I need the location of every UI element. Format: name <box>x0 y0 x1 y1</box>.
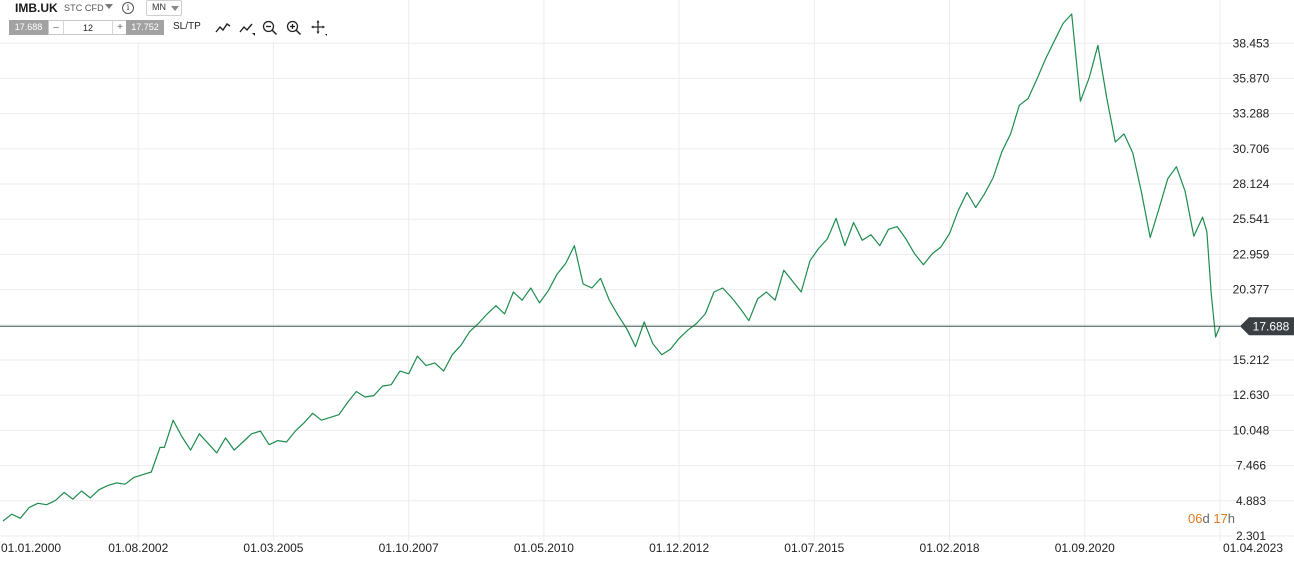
info-icon[interactable]: i <box>122 2 134 14</box>
zoom-in-icon[interactable] <box>285 19 303 37</box>
y-tick-label: 10.048 <box>1233 423 1270 437</box>
candle-countdown: 06d 17h <box>1188 511 1235 526</box>
current-price-tag <box>1240 317 1294 336</box>
y-tick-label: 15.212 <box>1233 353 1270 367</box>
y-tick-label: 35.870 <box>1233 71 1270 85</box>
y-tick-label: 30.706 <box>1233 142 1270 156</box>
countdown-days-unit: d <box>1202 511 1210 526</box>
y-axis: 2.301 4.883 7.466 10.048 12.630 15.212 20.377 2… <box>1233 36 1270 543</box>
countdown-hours: 17 <box>1213 511 1228 526</box>
x-tick-label: 01.10.2007 <box>379 541 439 555</box>
x-tick-label: 01.05.2010 <box>514 541 574 555</box>
indicators-icon[interactable] <box>238 19 256 37</box>
current-price-label: 17.688 <box>1253 319 1290 333</box>
countdown-days: 06 <box>1188 511 1203 526</box>
instrument-dropdown-icon[interactable] <box>105 4 113 9</box>
sltp-button[interactable]: SL/TP <box>173 21 201 32</box>
buy-button[interactable]: 17.752 <box>126 20 164 35</box>
y-tick-label: 4.883 <box>1236 494 1266 508</box>
symbol-name[interactable]: IMB.UK <box>15 1 58 15</box>
y-tick-label: 33.288 <box>1233 107 1270 121</box>
y-tick-label: 2.301 <box>1236 529 1266 543</box>
price-series-line <box>2 13 1221 522</box>
x-tick-label: 01.12.2012 <box>649 541 709 555</box>
y-tick-label: 25.541 <box>1233 212 1270 226</box>
zoom-out-icon[interactable] <box>261 19 279 37</box>
crosshair-icon[interactable] <box>310 19 328 37</box>
x-tick-label: 01.04.2023 <box>1223 541 1283 555</box>
y-tick-label: 7.466 <box>1236 459 1266 473</box>
y-tick-label: 38.453 <box>1233 36 1270 50</box>
quantity-increase-button[interactable]: + <box>112 21 127 34</box>
instrument-type: STC CFD <box>64 3 104 13</box>
quantity-stepper: – + <box>48 20 128 35</box>
x-tick-label: 01.03.2005 <box>243 541 303 555</box>
y-tick-label: 20.377 <box>1233 283 1270 297</box>
y-tick-label: 22.959 <box>1233 247 1270 261</box>
chevron-down-icon <box>171 6 179 11</box>
x-axis: 01.01.2000 01.08.2002 01.03.2005 01.10.2007… <box>1 541 1283 555</box>
timeframe-select[interactable]: MN <box>146 0 182 16</box>
grid <box>0 0 1294 541</box>
chart-toolbar: IMB.UK STC CFD i MN 17.688 – + 17.752 SL… <box>0 0 340 42</box>
x-tick-label: 01.07.2015 <box>784 541 844 555</box>
sell-button[interactable]: 17.688 <box>9 20 48 35</box>
y-tick-label: 12.630 <box>1233 388 1270 402</box>
series-layer <box>2 13 1221 522</box>
quantity-decrease-button[interactable]: – <box>49 21 64 34</box>
y-tick-label: 28.124 <box>1233 177 1270 191</box>
x-tick-label: 01.01.2000 <box>1 541 61 555</box>
x-tick-label: 01.09.2020 <box>1055 541 1115 555</box>
x-tick-label: 01.08.2002 <box>108 541 168 555</box>
chart-type-icon[interactable] <box>214 19 232 37</box>
quantity-input[interactable] <box>64 21 112 34</box>
x-tick-label: 01.02.2018 <box>920 541 980 555</box>
current-price-layer: 17.688 <box>0 317 1294 336</box>
countdown-hours-unit: h <box>1227 511 1236 526</box>
timeframe-value: MN <box>152 2 166 12</box>
